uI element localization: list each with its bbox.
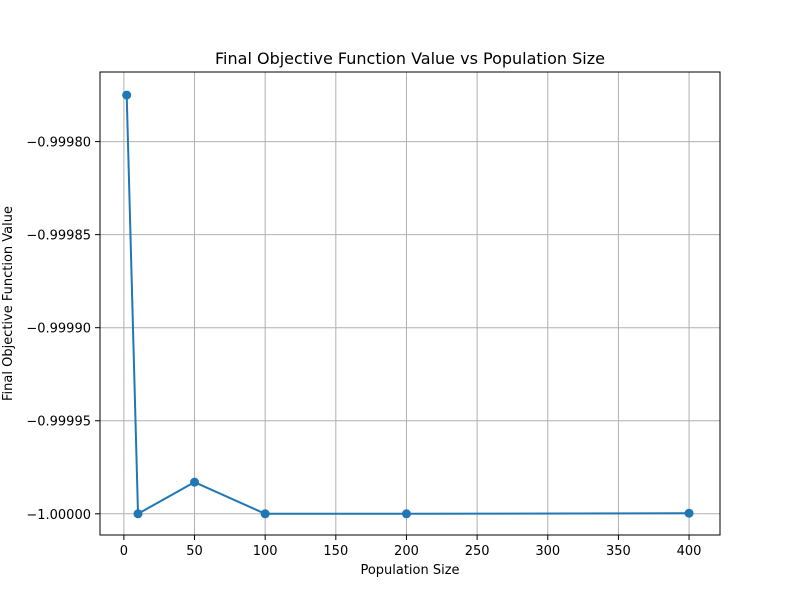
data-point — [401, 509, 411, 519]
x-tick-label: 0 — [120, 544, 128, 559]
x-tick-label: 50 — [186, 544, 203, 559]
chart-title: Final Objective Function Value vs Popula… — [215, 49, 605, 68]
x-tick-label: 150 — [323, 544, 348, 559]
y-tick-label: −0.99990 — [26, 322, 91, 337]
y-axis-label: Final Objective Function Value — [1, 206, 16, 401]
x-tick-label: 250 — [465, 544, 490, 559]
y-tick-label: −1.00000 — [26, 508, 91, 523]
data-point — [122, 90, 132, 100]
plot-frame — [99, 71, 721, 536]
data-point — [190, 477, 200, 487]
x-axis-label: Population Size — [360, 563, 459, 578]
grid — [100, 72, 720, 535]
series-group — [122, 90, 694, 519]
axis-ticks: 0 50 100 150 200 250 300 350 400 −1.00000 −0.99995… — [26, 136, 701, 559]
data-point — [684, 508, 694, 518]
series-line — [125, 95, 690, 515]
x-tick-label: 350 — [606, 544, 631, 559]
y-tick-label: −0.99985 — [26, 229, 91, 244]
x-tick-label: 100 — [253, 544, 278, 559]
y-tick-label: −0.99980 — [26, 136, 91, 151]
y-tick-label: −0.99995 — [26, 415, 91, 430]
data-point — [260, 509, 270, 519]
x-tick-label: 400 — [677, 544, 702, 559]
x-tick-label: 300 — [535, 544, 560, 559]
data-point — [133, 509, 143, 519]
x-tick-label: 200 — [394, 544, 419, 559]
